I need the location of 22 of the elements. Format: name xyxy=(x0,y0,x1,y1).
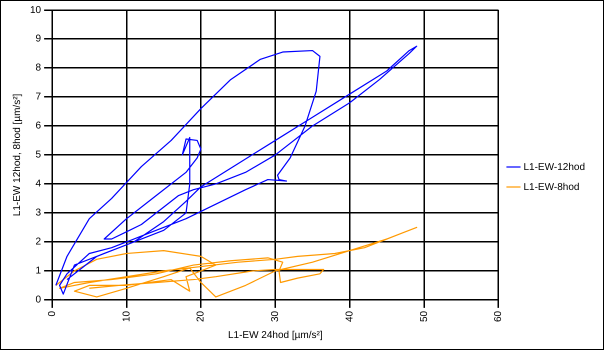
x-tick-label: 40 xyxy=(344,310,356,322)
y-tick-label: 5 xyxy=(36,150,42,161)
y-tick-label: 10 xyxy=(30,4,42,16)
y-tick-label: 3 xyxy=(36,208,42,219)
y-tick-label: 0 xyxy=(36,294,42,306)
y-tick-label: 1 xyxy=(36,266,42,277)
x-tick-label: 0 xyxy=(46,310,58,316)
x-tick-label: 30 xyxy=(270,310,282,322)
y-axis-title: L1-EW 12hod, 8hod [µm/s²] xyxy=(12,93,23,216)
x-tick-label: 20 xyxy=(196,310,207,322)
y-tick-label: 4 xyxy=(36,178,42,190)
legend-label: L1-EW-8hod xyxy=(523,182,580,193)
legend-label: L1-EW-12hod xyxy=(523,162,586,173)
x-tick-label: 60 xyxy=(493,310,504,322)
x-axis-title: L1-EW 24hod [µm/s²] xyxy=(228,330,323,341)
y-tick-label: 6 xyxy=(36,120,42,132)
y-tick-label: 7 xyxy=(36,92,42,103)
y-tick-label: 8 xyxy=(36,62,42,74)
x-tick-label: 10 xyxy=(121,310,132,322)
y-tick-label: 2 xyxy=(36,236,42,248)
y-tick-label: 9 xyxy=(36,34,42,45)
x-tick-label: 50 xyxy=(418,310,430,322)
